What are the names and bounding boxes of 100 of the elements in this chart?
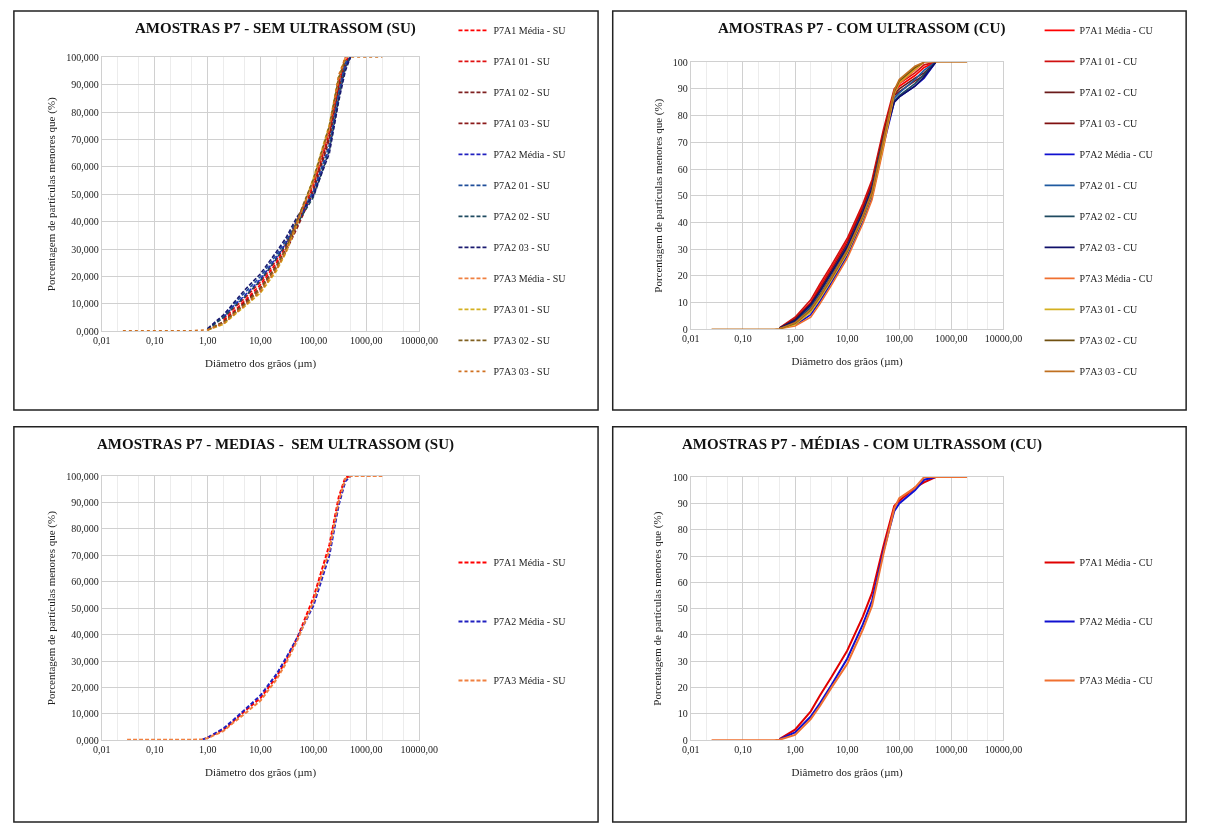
x-tick-label: 10,00: [835, 333, 859, 345]
x-axis-title: Diâmetro dos grãos (µm): [204, 766, 317, 780]
y-tick-label: 40,000: [71, 216, 99, 228]
x-tick-label: 100,00: [885, 744, 914, 756]
legend-label: P7A1 Média - SU: [493, 25, 567, 37]
legend-label: P7A2 Média - CU: [1079, 616, 1154, 628]
legend-label: P7A2 01 - SU: [493, 180, 551, 192]
x-tick-label: 1,00: [198, 744, 217, 756]
y-tick-label: 60: [677, 163, 688, 175]
x-tick-label: 10000,00: [984, 744, 1023, 756]
legend-label: P7A1 Média - CU: [1079, 557, 1154, 569]
y-tick-label: 10,000: [71, 708, 99, 720]
x-tick-label: 0,10: [145, 744, 164, 756]
y-axis-title: Porcentagem de partículas menores que (%): [44, 96, 58, 292]
y-axis-title: Porcentagem de partículas menores que (%): [44, 510, 58, 706]
x-tick-label: 1000,00: [350, 744, 383, 756]
x-tick-label: 1000,00: [350, 335, 383, 347]
y-tick-label: 40,000: [71, 629, 99, 641]
y-tick-label: 50,000: [71, 188, 99, 200]
x-tick-label: 1000,00: [935, 333, 968, 345]
legend-label: P7A2 01 - CU: [1079, 180, 1138, 192]
y-tick-label: 0: [682, 323, 688, 335]
x-tick-label: 10,00: [249, 744, 272, 756]
y-tick-label: 60,000: [71, 576, 99, 588]
chart-title: AMOSTRAS P7 - COM ULTRASSOM (CU): [718, 20, 1006, 37]
legend-label: P7A2 Média - SU: [493, 616, 567, 628]
legend-label: P7A3 01 - SU: [493, 304, 551, 316]
y-axis-title: Porcentagem de partículas menores que (%): [651, 511, 665, 706]
legend-label: P7A3 03 - CU: [1079, 366, 1138, 378]
legend-label: P7A3 Média - SU: [493, 273, 567, 285]
y-tick-label: 70,000: [71, 133, 99, 145]
y-tick-label: 30: [677, 655, 688, 667]
x-tick-label: 100,00: [299, 744, 328, 756]
x-tick-label: 10000,00: [400, 335, 439, 347]
x-tick-label: 1,00: [198, 335, 217, 347]
y-tick-label: 100,000: [66, 470, 99, 482]
y-tick-label: 90: [677, 83, 688, 95]
legend-label: P7A3 03 - SU: [493, 366, 551, 378]
legend-label: P7A2 02 - CU: [1079, 211, 1138, 223]
y-tick-label: 90: [677, 497, 688, 509]
y-tick-label: 20: [677, 270, 688, 282]
y-tick-label: 100: [672, 56, 688, 68]
y-tick-label: 70: [677, 550, 688, 562]
x-tick-label: 100,00: [885, 333, 914, 345]
legend-label: P7A1 Média - CU: [1079, 25, 1154, 37]
y-tick-label: 40: [677, 629, 688, 641]
legend-label: P7A3 Média - CU: [1079, 675, 1154, 687]
x-tick-label: 0,10: [734, 333, 752, 345]
x-axis-title: Diâmetro dos grãos (µm): [791, 355, 904, 369]
y-tick-label: 30: [677, 243, 688, 255]
x-axis-title: Diâmetro dos grãos (µm): [791, 766, 904, 780]
legend-label: P7A1 01 - SU: [493, 56, 551, 68]
x-axis-title: Diâmetro dos grãos (µm): [204, 357, 317, 371]
y-tick-label: 80: [677, 524, 688, 536]
y-tick-label: 0,000: [76, 325, 99, 337]
x-tick-label: 10,00: [835, 744, 859, 756]
y-tick-label: 0: [682, 734, 688, 746]
y-tick-label: 80: [677, 110, 688, 122]
y-tick-label: 70,000: [71, 549, 99, 561]
x-tick-label: 0,10: [145, 335, 164, 347]
y-tick-label: 100,000: [66, 51, 99, 63]
y-tick-label: 90,000: [71, 497, 99, 509]
legend-label: P7A3 01 - CU: [1079, 304, 1138, 316]
legend-label: P7A1 Média - SU: [493, 557, 567, 569]
y-tick-label: 60: [677, 576, 688, 588]
y-tick-label: 70: [677, 136, 688, 148]
x-tick-label: 1000,00: [935, 744, 968, 756]
x-tick-label: 10000,00: [400, 744, 439, 756]
y-tick-label: 50: [677, 190, 688, 202]
x-tick-label: 10,00: [249, 335, 272, 347]
y-tick-label: 10: [677, 708, 688, 720]
x-tick-label: 0,10: [734, 744, 752, 756]
x-tick-label: 0,01: [682, 333, 700, 345]
x-tick-label: 100,00: [299, 335, 328, 347]
y-tick-label: 20,000: [71, 681, 99, 693]
x-tick-label: 10000,00: [984, 333, 1023, 345]
y-tick-label: 10,000: [71, 298, 99, 310]
y-axis-title: Porcentagem de partículas menores que (%): [651, 98, 665, 293]
x-tick-label: 1,00: [786, 333, 804, 345]
y-tick-label: 50,000: [71, 602, 99, 614]
y-tick-label: 100: [672, 471, 688, 483]
y-tick-label: 40: [677, 216, 688, 228]
legend-label: P7A2 02 - SU: [493, 211, 551, 223]
y-tick-label: 50: [677, 603, 688, 615]
legend-label: P7A3 Média - CU: [1079, 273, 1154, 285]
y-tick-label: 60,000: [71, 161, 99, 173]
legend-label: P7A1 01 - CU: [1079, 56, 1138, 68]
legend-label: P7A2 03 - SU: [493, 242, 551, 254]
x-tick-label: 0,01: [682, 744, 700, 756]
legend-label: P7A2 Média - CU: [1079, 149, 1154, 161]
y-tick-label: 80,000: [71, 106, 99, 118]
legend-label: P7A3 Média - SU: [493, 675, 567, 687]
chart-title: AMOSTRAS P7 - MÉDIAS - COM ULTRASSOM (CU): [682, 436, 1042, 453]
legend-label: P7A1 03 - CU: [1079, 118, 1138, 130]
x-tick-label: 0,01: [93, 744, 111, 756]
legend-label: P7A3 02 - CU: [1079, 335, 1138, 347]
legend-label: P7A1 02 - SU: [493, 87, 551, 99]
x-tick-label: 1,00: [786, 744, 804, 756]
y-tick-label: 30,000: [71, 243, 99, 255]
legend-label: P7A2 03 - CU: [1079, 242, 1138, 254]
